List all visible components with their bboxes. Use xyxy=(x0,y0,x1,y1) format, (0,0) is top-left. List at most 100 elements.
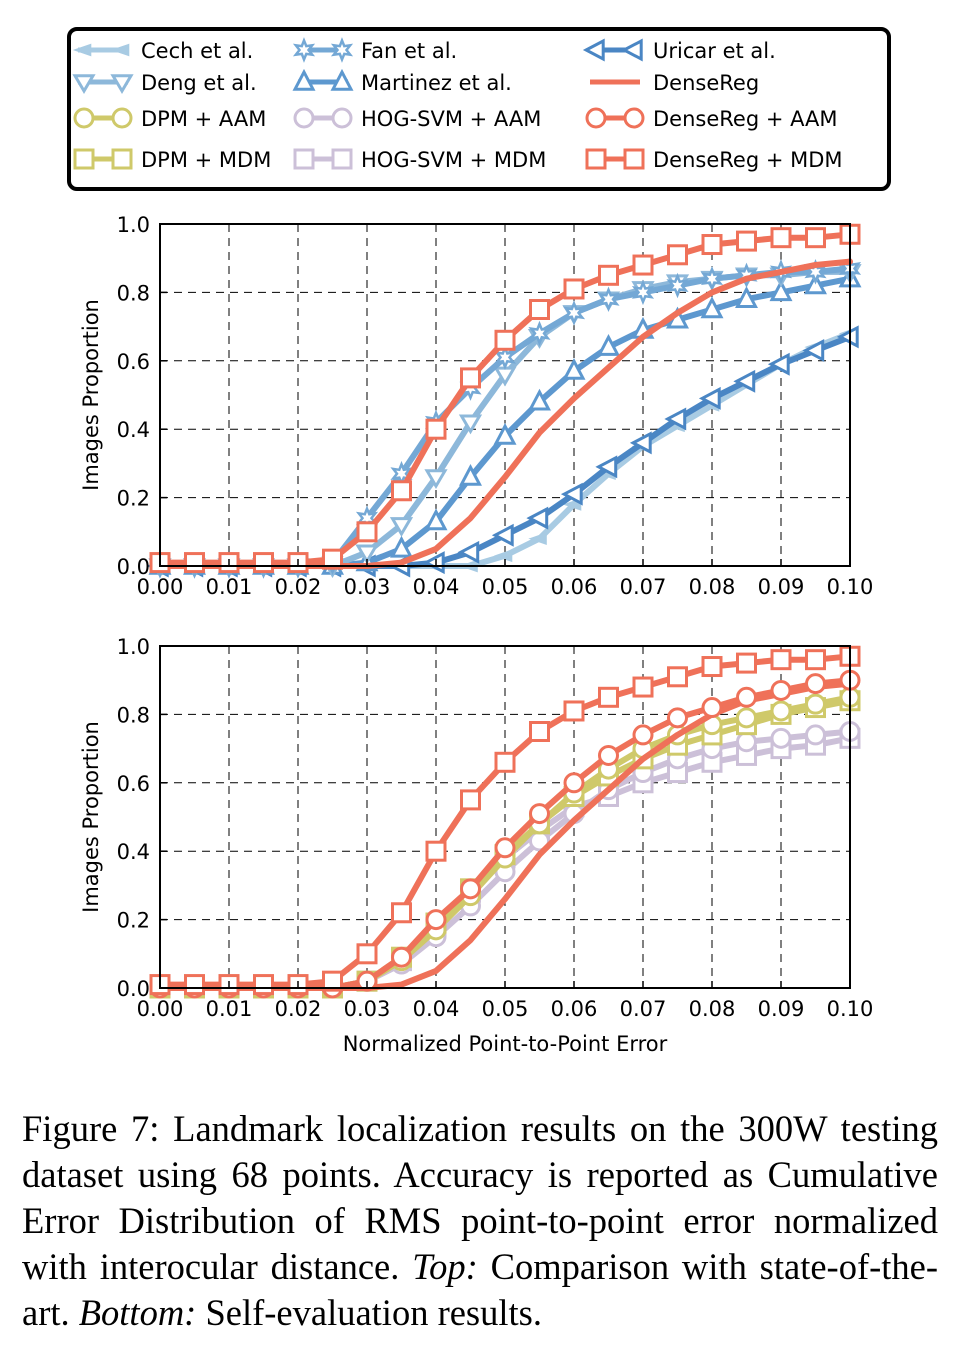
legend-marker-right xyxy=(110,74,134,94)
figure-caption: Figure 7: Landmark localization results … xyxy=(22,1106,938,1336)
x-tick-label: 0.09 xyxy=(758,997,805,1021)
legend-item-deng-et-al: Deng et al. xyxy=(72,71,257,95)
legend-marker-left xyxy=(293,107,315,129)
legend-item-fan-et-al: Fan et al. xyxy=(292,37,457,63)
data-point xyxy=(805,724,826,746)
legend-marker-left xyxy=(585,148,607,170)
data-point xyxy=(460,878,481,900)
x-tick-label: 0.08 xyxy=(689,997,736,1021)
data-point xyxy=(632,254,654,276)
legend-marker-left xyxy=(72,43,92,57)
legend-item-cech-et-al: Cech et al. xyxy=(72,39,253,63)
legend-label: DenseReg + MDM xyxy=(653,148,843,172)
data-point xyxy=(560,482,583,506)
data-point xyxy=(629,431,652,455)
data-point xyxy=(770,700,792,722)
x-tick-label: 0.05 xyxy=(482,997,529,1021)
x-tick-label: 0.01 xyxy=(206,997,253,1021)
data-point xyxy=(356,521,378,543)
legend-marker-left xyxy=(72,74,96,94)
legend-frame xyxy=(67,27,891,191)
data-point xyxy=(356,943,378,965)
data-point xyxy=(494,329,516,351)
y-tick-label: 0.8 xyxy=(117,703,150,727)
data-point xyxy=(664,407,687,431)
legend-label: HOG-SVM + MDM xyxy=(361,148,546,172)
legend-marker-right xyxy=(111,107,133,129)
data-point xyxy=(526,506,549,530)
data-point xyxy=(598,264,619,286)
data-point xyxy=(491,523,514,547)
data-point xyxy=(597,333,620,356)
data-point xyxy=(494,751,516,773)
legend-marker-left xyxy=(73,148,95,170)
data-point xyxy=(391,902,412,924)
y-tick-label: 0.8 xyxy=(117,281,150,305)
y-tick-label: 0.0 xyxy=(117,977,150,1001)
x-tick-label: 0.03 xyxy=(344,575,391,599)
figure: Cech et al. Fan et al. Uricar et al. Deng e… xyxy=(67,27,891,1056)
legend-label: DenseReg xyxy=(653,71,759,95)
data-point xyxy=(736,230,757,252)
x-tick-label: 0.06 xyxy=(551,997,598,1021)
chart-bottom: 0.00 0.01 0.02 0.03 0.04 0.05 0.06 0.07 0.08 0.09… xyxy=(79,635,873,1056)
data-point xyxy=(493,549,513,563)
data-point xyxy=(253,552,274,574)
data-point xyxy=(562,300,586,326)
series-densereg-mdm xyxy=(149,223,861,574)
data-point xyxy=(667,707,688,729)
data-point xyxy=(595,455,618,479)
data-point xyxy=(460,367,481,389)
data-point xyxy=(389,517,414,537)
legend-marker-left xyxy=(585,107,607,129)
data-point xyxy=(460,789,481,811)
data-point xyxy=(736,707,757,729)
data-point xyxy=(631,279,655,306)
legend-marker-right xyxy=(331,148,353,170)
data-point xyxy=(698,386,721,410)
data-point xyxy=(598,686,619,708)
data-point xyxy=(700,265,724,292)
data-point xyxy=(563,278,585,300)
x-tick-label: 0.10 xyxy=(827,575,874,599)
x-tick-label: 0.09 xyxy=(758,575,805,599)
data-point xyxy=(529,299,550,320)
series-densereg-mdm xyxy=(149,645,861,996)
caption-top-text: Comparison with state-of-the-art. xyxy=(22,1246,939,1333)
legend-item-uricar-et-al: Uricar et al. xyxy=(582,38,776,63)
legend-item-hog-svm-mdm: HOG-SVM + MDM xyxy=(293,148,546,172)
legend-label: HOG-SVM + AAM xyxy=(361,107,541,131)
data-point xyxy=(632,724,654,746)
x-tick-label: 0.01 xyxy=(206,575,253,599)
y-tick-label: 0.4 xyxy=(117,418,150,442)
data-point xyxy=(735,286,758,308)
data-point xyxy=(598,744,619,766)
data-point xyxy=(425,840,447,862)
y-tick-label: 0.0 xyxy=(117,555,150,579)
data-point xyxy=(770,649,792,671)
data-point xyxy=(805,673,826,695)
caption-figure-label: Figure 7: xyxy=(22,1108,160,1149)
data-point xyxy=(424,469,448,490)
data-point xyxy=(528,320,551,347)
legend-marker-left xyxy=(293,148,315,170)
data-point xyxy=(736,652,757,674)
legend-item-densereg-aam: DenseReg + AAM xyxy=(585,107,838,131)
data-point xyxy=(632,676,654,698)
x-tick-label: 0.00 xyxy=(137,575,184,599)
x-tick-label: 0.08 xyxy=(689,575,736,599)
y-tick-label: 1.0 xyxy=(117,635,150,659)
data-point xyxy=(322,548,343,570)
data-point xyxy=(700,296,724,319)
data-point xyxy=(805,649,826,671)
y-tick-label: 0.2 xyxy=(117,909,150,933)
data-point xyxy=(701,656,723,678)
data-point xyxy=(355,544,379,565)
x-tick-label: 0.04 xyxy=(413,997,460,1021)
data-point xyxy=(701,697,723,719)
legend-marker-right xyxy=(330,37,354,63)
data-point xyxy=(424,508,448,531)
legend-label: Martinez et al. xyxy=(361,71,512,95)
legend-marker-left xyxy=(292,68,316,91)
data-point xyxy=(184,552,205,574)
